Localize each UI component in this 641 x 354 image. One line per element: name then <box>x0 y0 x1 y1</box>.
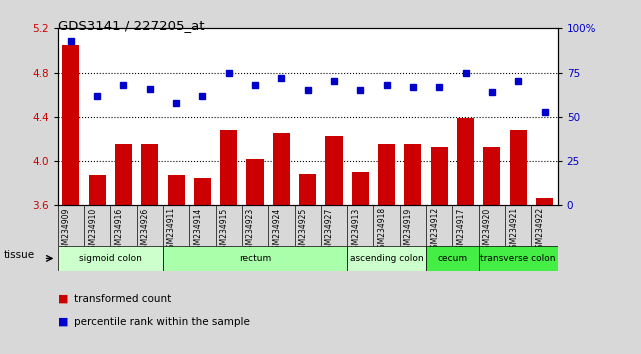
Text: GSM234922: GSM234922 <box>535 207 544 253</box>
Text: ■: ■ <box>58 317 68 327</box>
Text: GSM234919: GSM234919 <box>404 207 413 253</box>
Bar <box>536 198 553 205</box>
Bar <box>247 159 263 205</box>
Text: GSM234912: GSM234912 <box>430 207 439 253</box>
Bar <box>299 175 316 205</box>
Text: GSM234914: GSM234914 <box>194 207 203 253</box>
Text: GSM234925: GSM234925 <box>299 207 308 253</box>
Bar <box>426 246 479 271</box>
Text: rectum: rectum <box>239 254 271 263</box>
Bar <box>404 144 422 205</box>
Text: GSM234920: GSM234920 <box>483 207 492 253</box>
Bar <box>88 176 106 205</box>
Text: GSM234918: GSM234918 <box>378 207 387 253</box>
Text: GSM234927: GSM234927 <box>325 207 334 253</box>
Text: GSM234915: GSM234915 <box>220 207 229 253</box>
Bar <box>352 172 369 205</box>
Bar <box>326 136 342 205</box>
Bar <box>62 45 79 205</box>
Bar <box>163 246 347 271</box>
Text: ■: ■ <box>58 294 68 304</box>
Bar <box>115 144 132 205</box>
Text: GSM234916: GSM234916 <box>115 207 124 253</box>
Text: ascending colon: ascending colon <box>350 254 424 263</box>
Text: GSM234924: GSM234924 <box>272 207 281 253</box>
Text: GSM234913: GSM234913 <box>351 207 360 253</box>
Text: percentile rank within the sample: percentile rank within the sample <box>74 317 249 327</box>
Bar <box>221 130 237 205</box>
Bar <box>194 178 211 205</box>
Text: GSM234910: GSM234910 <box>88 207 97 253</box>
Text: GDS3141 / 227205_at: GDS3141 / 227205_at <box>58 19 204 33</box>
Text: GSM234923: GSM234923 <box>246 207 255 253</box>
Text: GSM234926: GSM234926 <box>141 207 150 253</box>
Bar <box>510 130 527 205</box>
Text: transverse colon: transverse colon <box>481 254 556 263</box>
Bar <box>378 144 395 205</box>
Text: sigmoid colon: sigmoid colon <box>79 254 142 263</box>
Bar <box>457 118 474 205</box>
Text: cecum: cecum <box>437 254 467 263</box>
Text: GSM234909: GSM234909 <box>62 207 71 254</box>
Bar <box>141 144 158 205</box>
Text: GSM234921: GSM234921 <box>509 207 518 253</box>
Text: GSM234917: GSM234917 <box>456 207 465 253</box>
Bar <box>58 246 163 271</box>
Text: GSM234911: GSM234911 <box>167 207 176 253</box>
Bar <box>167 176 185 205</box>
Text: tissue: tissue <box>3 250 35 260</box>
Text: transformed count: transformed count <box>74 294 171 304</box>
Bar <box>273 133 290 205</box>
Bar <box>431 147 448 205</box>
Bar <box>483 147 501 205</box>
Bar <box>479 246 558 271</box>
Bar <box>347 246 426 271</box>
